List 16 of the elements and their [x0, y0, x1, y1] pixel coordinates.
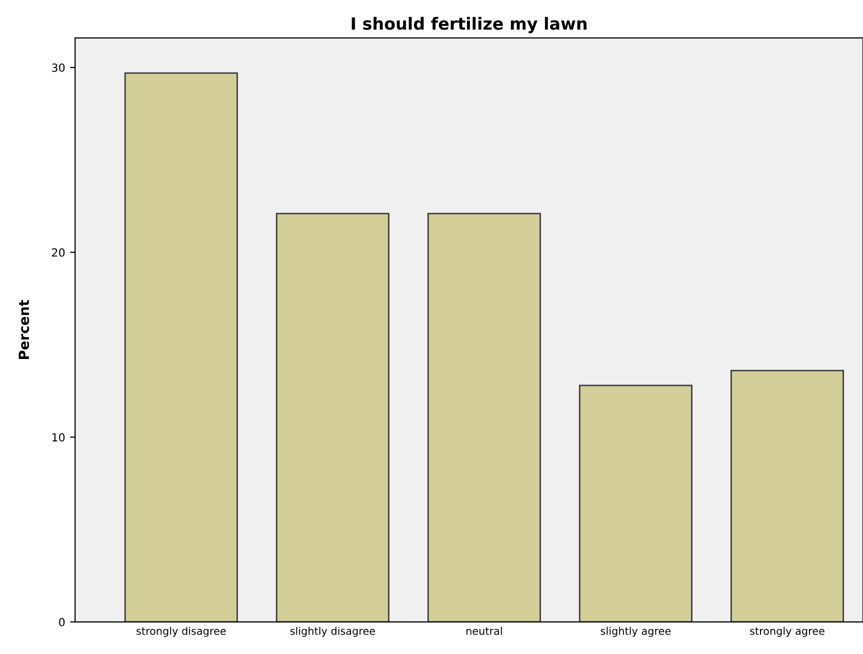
y-tick-label: 20 — [52, 248, 65, 257]
bar — [276, 212, 390, 622]
chart-title: I should fertilize my lawn — [352, 16, 586, 34]
x-tick-label: strongly agree — [750, 626, 824, 637]
x-tick-label: slightly agree — [600, 626, 671, 637]
y-tick-label: 30 — [52, 63, 65, 72]
bar — [427, 212, 541, 622]
bar — [578, 384, 692, 622]
x-tick-label: strongly disagree — [136, 626, 226, 637]
y-tick-label: 10 — [52, 433, 65, 442]
bar — [124, 72, 238, 622]
x-tick-label: slightly disagree — [290, 626, 375, 637]
y-tick-label: 0 — [59, 618, 65, 626]
bar — [730, 370, 844, 622]
y-axis-title: Percent — [18, 300, 30, 359]
x-tick-label: neutral — [466, 626, 502, 635]
